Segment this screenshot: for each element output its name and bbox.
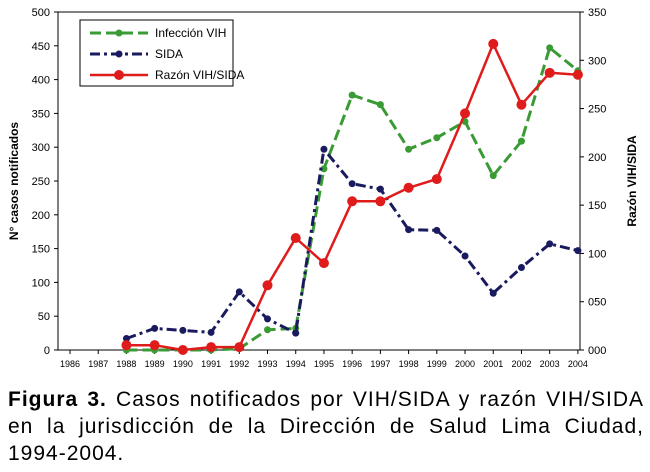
data-point-0	[264, 326, 272, 334]
data-point-2	[460, 108, 471, 119]
data-point-2	[544, 67, 555, 78]
x-tick-label: 1990	[173, 359, 193, 369]
figure-caption-label: Figura 3.	[8, 388, 107, 411]
x-tick-label: 1994	[286, 359, 306, 369]
figure-caption: Figura 3. Casos notificados por VIH/SIDA…	[8, 386, 644, 467]
x-tick-label: 1987	[88, 359, 108, 369]
data-point-0	[489, 172, 497, 180]
data-point-1	[376, 185, 384, 193]
y-right-tick-label: 050	[588, 297, 606, 309]
data-point-2	[318, 258, 329, 269]
data-point-1	[461, 252, 469, 260]
data-point-1	[574, 247, 582, 255]
x-tick-label: 2003	[540, 359, 560, 369]
legend-marker-2	[114, 70, 124, 80]
data-point-2	[149, 340, 160, 351]
data-point-1	[179, 326, 187, 334]
data-point-1	[264, 315, 272, 323]
y-left-tick-label: 0	[44, 345, 50, 357]
data-point-2	[375, 196, 386, 207]
y-left-tick-label: 100	[32, 277, 50, 289]
data-point-0	[348, 91, 356, 99]
data-point-1	[517, 264, 525, 272]
x-tick-label: 1999	[427, 359, 447, 369]
data-point-2	[206, 342, 217, 353]
chart: 0501001502002503003504004505000000501001…	[7, 7, 639, 369]
data-point-2	[488, 38, 499, 49]
y-right-tick-label: 200	[588, 152, 606, 164]
data-point-1	[151, 324, 159, 332]
y-left-tick-label: 300	[32, 142, 50, 154]
y-left-tick-label: 450	[32, 41, 50, 53]
legend-label-0: Infección VIH	[155, 26, 226, 40]
data-point-1	[489, 289, 497, 297]
x-tick-label: 1993	[257, 359, 277, 369]
x-tick-label: 1986	[60, 359, 80, 369]
data-point-0	[546, 44, 554, 52]
data-point-0	[433, 134, 441, 142]
series-line-1	[125, 147, 579, 340]
data-point-2	[290, 232, 301, 243]
y-right-tick-label: 000	[588, 345, 606, 357]
y-left-tick-label: 400	[32, 75, 50, 87]
y-left-tick-label: 50	[38, 311, 50, 323]
x-tick-label: 1997	[370, 359, 390, 369]
data-point-2	[431, 174, 442, 185]
data-point-2	[262, 280, 273, 291]
y-right-tick-label: 250	[588, 104, 606, 116]
data-point-2	[121, 340, 132, 351]
y-right-tick-label: 350	[588, 7, 606, 19]
x-tick-label: 1989	[145, 359, 165, 369]
x-tick-label: 2001	[483, 359, 503, 369]
legend-marker-0	[115, 29, 123, 37]
data-point-1	[348, 180, 356, 188]
y-right-tick-label: 150	[588, 200, 606, 212]
y-left-axis-label: N° casos notificados	[7, 122, 21, 240]
y-left-tick-label: 500	[32, 7, 50, 19]
data-point-1	[122, 335, 130, 343]
y-right-tick-label: 300	[588, 55, 606, 67]
y-left-tick-label: 350	[32, 108, 50, 120]
data-point-1	[292, 329, 300, 337]
x-tick-label: 1988	[116, 359, 136, 369]
x-tick-label: 1998	[399, 359, 419, 369]
data-point-2	[177, 345, 188, 355]
data-point-2	[516, 99, 527, 110]
data-point-2	[403, 182, 414, 193]
x-tick-label: 1991	[201, 359, 221, 369]
legend: Infección VIH SIDA Razón VIH/SIDA	[79, 19, 244, 87]
legend-marker-1	[115, 50, 123, 58]
data-point-1	[207, 328, 215, 336]
legend-label-2: Razón VIH/SIDA	[155, 68, 244, 82]
x-tick-label: 1995	[314, 359, 334, 369]
legend-label-1: SIDA	[155, 47, 183, 61]
data-point-1	[433, 226, 441, 234]
x-tick-label: 2002	[511, 359, 531, 369]
x-tick-label: 1992	[229, 359, 249, 369]
x-tick-label: 2004	[568, 359, 588, 369]
data-point-0	[376, 101, 384, 109]
data-point-0	[517, 137, 525, 145]
x-tick-label: 1996	[342, 359, 362, 369]
data-point-2	[572, 69, 583, 80]
data-point-1	[320, 145, 328, 153]
plot-area: 0501001502002503003504004505000000501001…	[7, 7, 639, 369]
data-point-0	[320, 165, 328, 173]
figure-caption-text: Casos notificados por VIH/SIDA y razón V…	[8, 388, 644, 465]
x-tick-label: 2000	[455, 359, 475, 369]
data-point-2	[347, 196, 358, 207]
y-right-axis-label: Razón VIH/SIDA	[625, 135, 639, 227]
data-point-1	[405, 226, 413, 234]
y-left-tick-label: 250	[32, 176, 50, 188]
y-right-tick-label: 100	[588, 248, 606, 260]
data-point-1	[546, 240, 554, 248]
data-point-2	[234, 342, 245, 353]
data-point-1	[235, 288, 243, 296]
data-point-0	[405, 145, 413, 153]
y-left-tick-label: 200	[32, 210, 50, 222]
y-left-tick-label: 150	[32, 244, 50, 256]
